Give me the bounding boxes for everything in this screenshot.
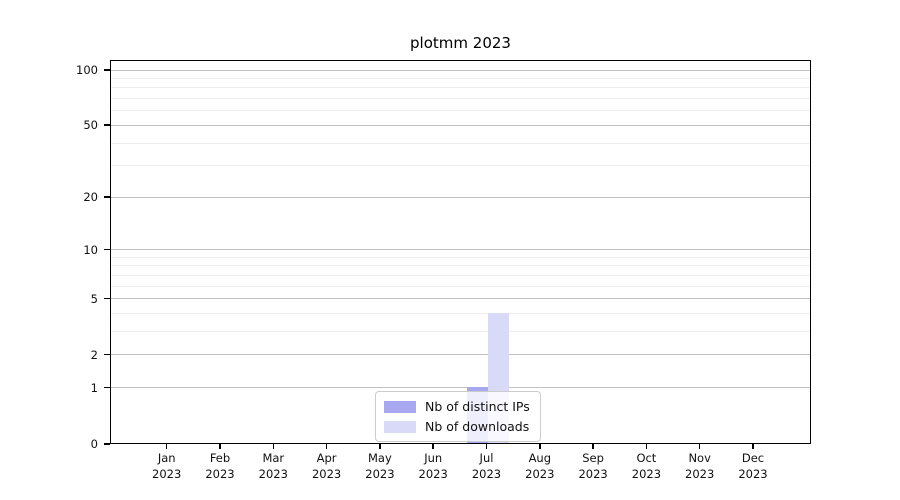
y-tick-label: 100: [76, 63, 98, 77]
minor-gridline: [111, 265, 810, 267]
minor-gridline: [111, 274, 810, 276]
x-tick-mark: [219, 444, 221, 449]
y-tick-label: 20: [83, 190, 98, 205]
x-tick-mark: [592, 444, 594, 449]
legend-label-distinct-ips: Nb of distinct IPs: [425, 399, 530, 414]
x-tick-mark: [165, 444, 168, 449]
x-tick-label: Jan 2023: [152, 451, 182, 481]
legend-label-downloads: Nb of downloads: [425, 419, 530, 434]
y-tick-label: 10: [83, 242, 98, 257]
minor-gridline: [111, 331, 810, 333]
y-tick-label: 50: [83, 118, 98, 133]
chart-title: plotmm 2023: [410, 34, 511, 52]
y-tick-label: 1: [90, 380, 98, 395]
y-tick-mark: [104, 69, 110, 71]
y-tick-label: 2: [90, 347, 98, 362]
y-tick-label: 0: [90, 437, 98, 451]
x-tick-mark: [539, 444, 541, 449]
major-gridline: [111, 69, 810, 71]
y-tick-mark: [104, 353, 110, 356]
x-tick-mark: [752, 444, 754, 449]
x-tick-label: Nov 2023: [685, 451, 715, 481]
x-tick-label: Oct 2023: [631, 451, 662, 481]
major-gridline: [111, 124, 810, 126]
legend: Nb of distinct IPs Nb of downloads: [375, 391, 541, 442]
minor-gridline: [111, 285, 810, 287]
plot-area: [110, 60, 811, 444]
x-tick-label: Dec 2023: [738, 451, 768, 481]
major-gridline: [111, 298, 810, 300]
minor-gridline: [111, 77, 810, 79]
major-gridline: [111, 354, 810, 356]
y-tick-mark: [104, 196, 110, 198]
legend-swatch-downloads: [384, 420, 416, 433]
x-tick-label: Mar 2023: [258, 451, 288, 481]
y-tick-mark: [104, 248, 110, 251]
minor-gridline: [111, 256, 810, 258]
major-gridline: [111, 249, 810, 251]
x-tick-mark: [645, 444, 648, 449]
x-tick-mark: [325, 444, 328, 449]
x-tick-mark: [272, 444, 275, 449]
minor-gridline: [111, 87, 810, 89]
y-tick-mark: [104, 443, 110, 445]
x-tick-label: Aug 2023: [525, 451, 555, 481]
legend-row: Nb of distinct IPs: [384, 399, 530, 414]
minor-gridline: [111, 313, 810, 315]
minor-gridline: [111, 110, 810, 112]
y-tick-mark: [104, 124, 110, 126]
y-tick-label: 5: [90, 291, 98, 306]
legend-row: Nb of downloads: [384, 419, 530, 434]
x-tick-label: Jun 2023: [418, 451, 448, 481]
minor-gridline: [111, 98, 810, 100]
major-gridline: [111, 387, 810, 389]
minor-gridline: [111, 142, 810, 144]
x-tick-mark: [379, 444, 381, 449]
x-tick-mark: [485, 444, 488, 449]
minor-gridline: [111, 165, 810, 167]
x-tick-label: Apr 2023: [311, 451, 342, 481]
x-tick-label: May 2023: [365, 451, 395, 481]
major-gridline: [111, 196, 810, 198]
y-tick-mark: [104, 297, 110, 300]
x-tick-label: Feb 2023: [205, 451, 235, 481]
legend-swatch-distinct-ips: [384, 400, 416, 413]
y-tick-mark: [104, 386, 110, 389]
x-tick-mark: [432, 444, 434, 449]
x-tick-mark: [698, 444, 701, 449]
x-tick-label: Jul 2023: [471, 451, 502, 481]
x-tick-label: Sep 2023: [578, 451, 608, 481]
